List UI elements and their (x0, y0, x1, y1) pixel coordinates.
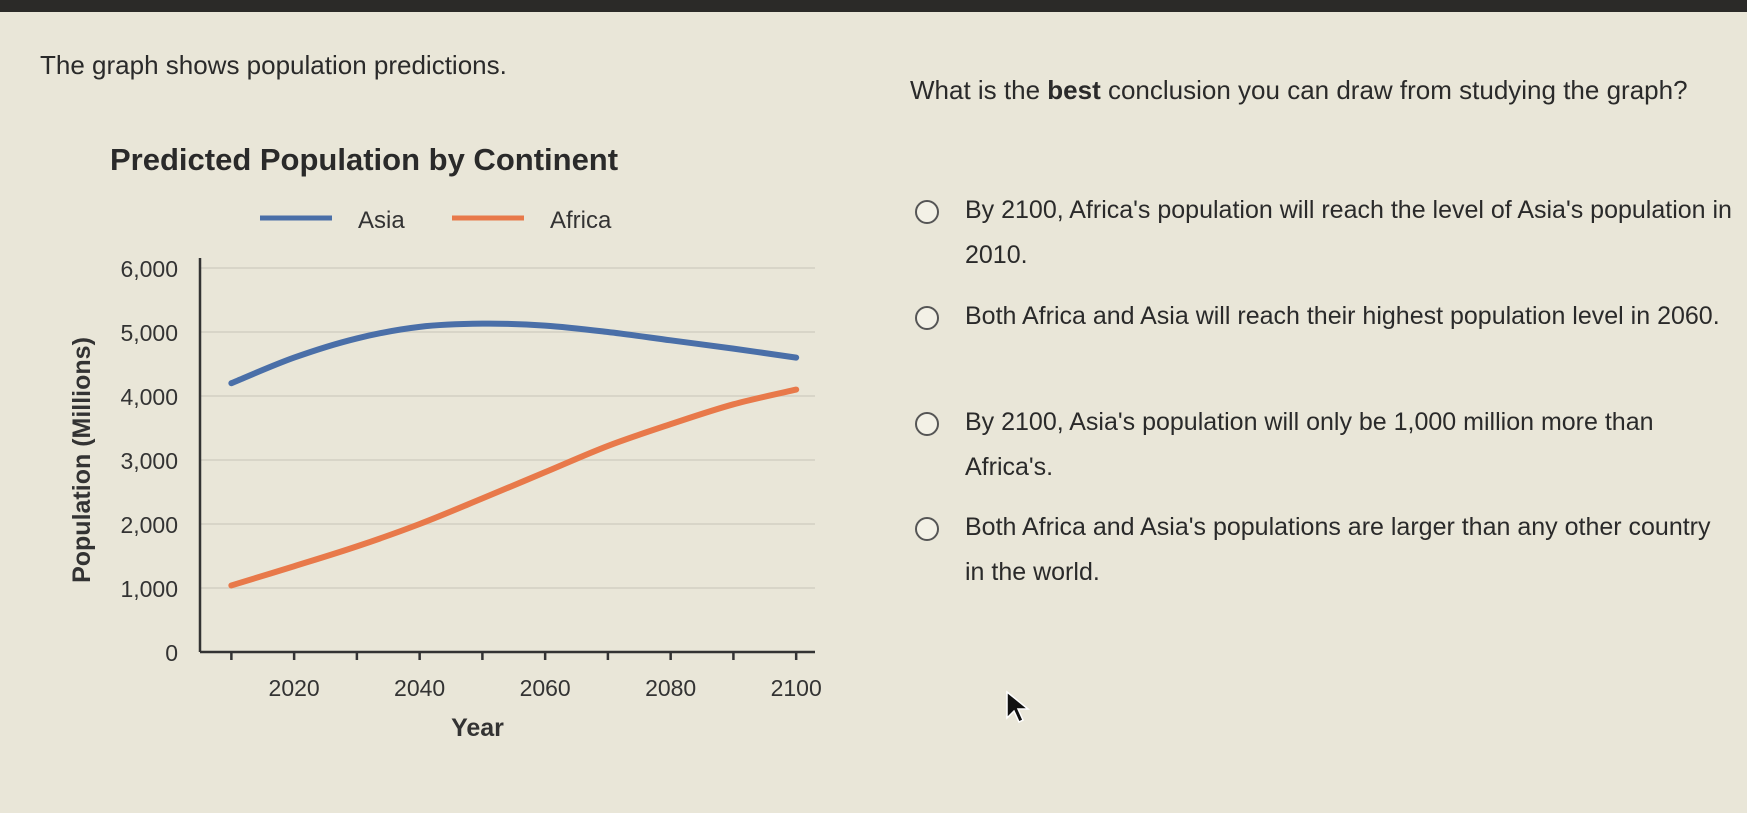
y-tick-label: 5,000 (120, 320, 178, 346)
answer-option-1[interactable]: By 2100, Africa's population will reach … (915, 188, 1735, 278)
radio-button[interactable] (915, 200, 939, 224)
mouse-pointer-icon (1006, 690, 1031, 724)
x-tick-label: 2060 (520, 675, 571, 701)
legend-label-africa: Africa (550, 207, 612, 234)
question-suffix: conclusion you can draw from studying th… (1100, 75, 1688, 105)
series-line-africa (228, 386, 800, 589)
series-line-asia (228, 320, 800, 387)
y-tick-label: 2,000 (120, 512, 178, 538)
prompt-text: The graph shows population predictions. (40, 50, 507, 80)
x-axis-label: Year (451, 714, 504, 742)
y-tick-label: 1,000 (120, 576, 178, 602)
answer-option-4[interactable]: Both Africa and Asia's populations are l… (915, 505, 1735, 595)
option-label: By 2100, Africa's population will reach … (965, 196, 1732, 269)
x-tick-label: 2020 (269, 675, 320, 701)
option-label: By 2100, Asia's population will only be … (965, 408, 1654, 481)
question-text: What is the best conclusion you can draw… (910, 62, 1730, 118)
y-tick-label: 4,000 (120, 384, 178, 410)
y-tick-label: 6,000 (120, 256, 178, 282)
legend-label-asia: Asia (358, 207, 405, 234)
question-prefix: What is the (910, 75, 1048, 105)
radio-button[interactable] (915, 412, 939, 436)
screen-top-edge (0, 0, 1747, 12)
radio-button[interactable] (915, 306, 939, 330)
question-bold: best (1047, 75, 1101, 105)
answer-option-2[interactable]: Both Africa and Asia will reach their hi… (915, 294, 1735, 339)
y-axis-label: Population (Millions) (68, 337, 96, 583)
option-label: Both Africa and Asia's populations are l… (965, 513, 1711, 586)
option-label: Both Africa and Asia will reach their hi… (965, 302, 1720, 330)
y-tick-label: 0 (165, 640, 178, 666)
y-tick-label: 3,000 (120, 448, 178, 474)
radio-button[interactable] (915, 517, 939, 541)
x-tick-label: 2080 (645, 675, 696, 701)
x-tick-label: 2040 (394, 675, 445, 701)
x-tick-label: 2100 (771, 675, 822, 701)
chart-title: Predicted Population by Continent (110, 142, 619, 177)
answer-option-3[interactable]: By 2100, Asia's population will only be … (915, 400, 1735, 490)
